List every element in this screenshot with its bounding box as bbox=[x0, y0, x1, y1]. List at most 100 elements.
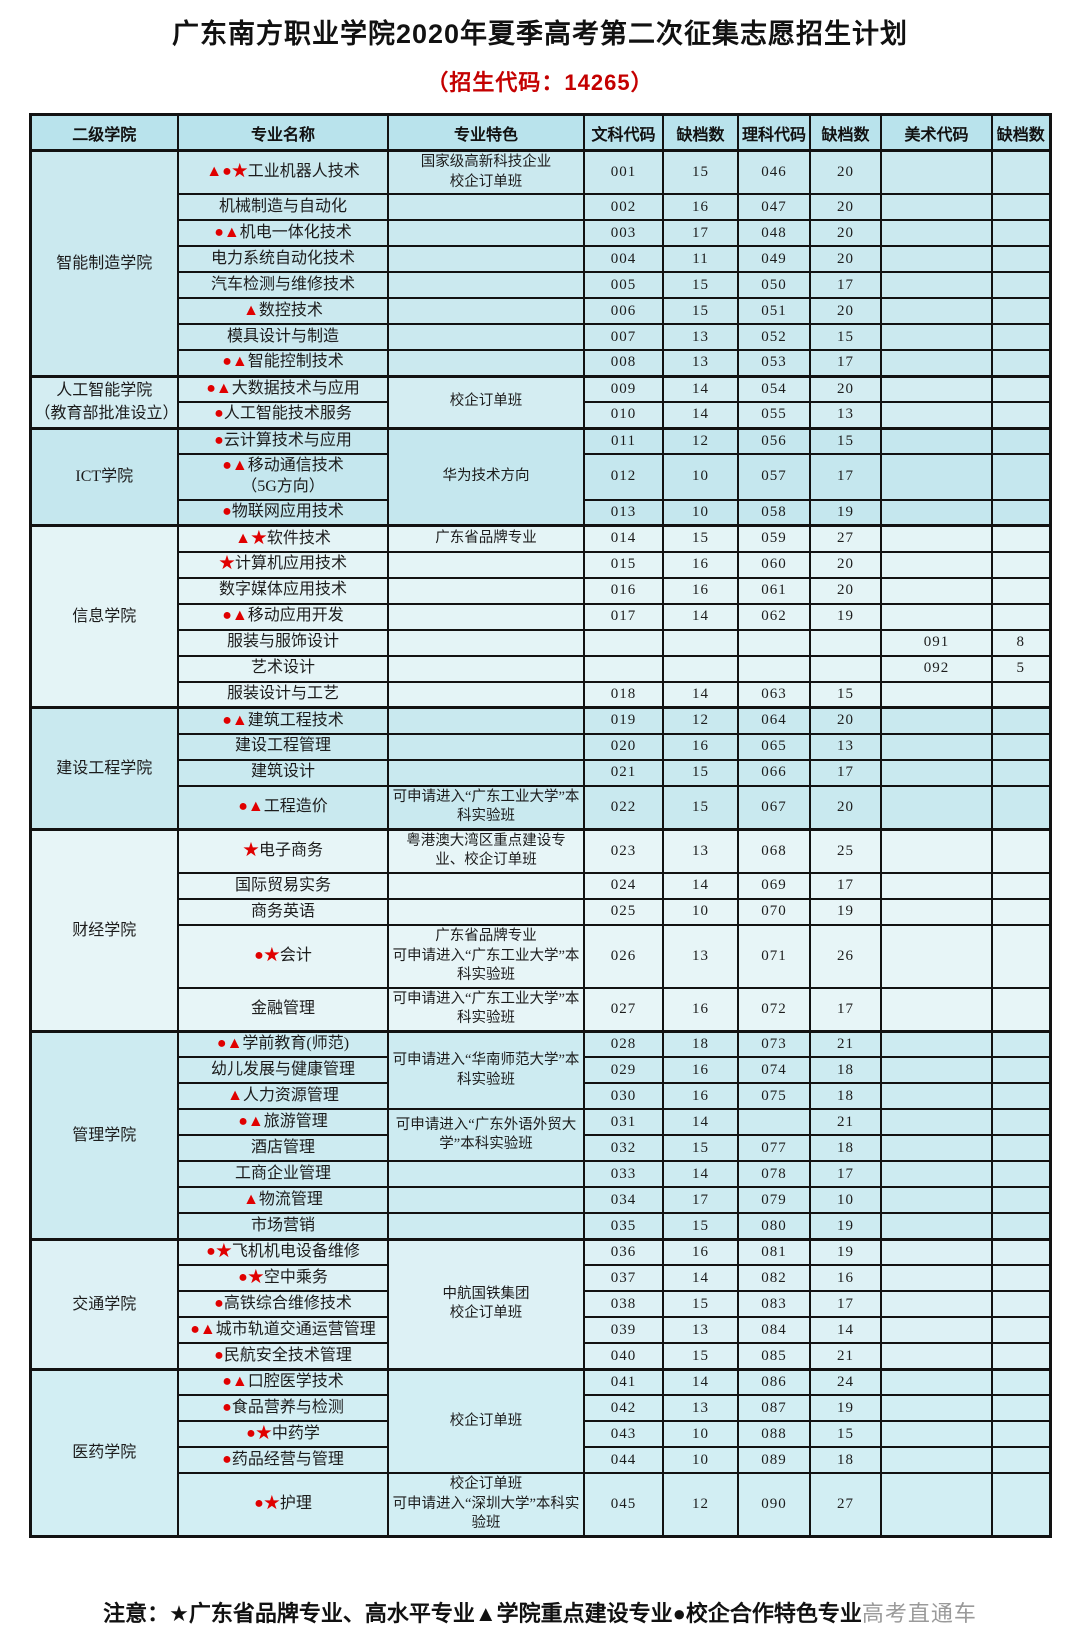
feature-cell: 可申请进入“广东工业大学”本科实验班 bbox=[387, 784, 585, 831]
science-code-cell: 068 bbox=[737, 827, 811, 874]
major-cell: ▲物流管理 bbox=[177, 1186, 389, 1215]
major-name: 云计算技术与应用 bbox=[223, 431, 352, 449]
table-row: ●高铁综合维修技术 038 15 083 17 bbox=[30, 1290, 1051, 1319]
science-code-cell: 066 bbox=[737, 758, 811, 787]
arts-shortage-cell: 15 bbox=[662, 784, 739, 831]
art-code-cell bbox=[880, 1108, 993, 1137]
page-title: 广东南方职业学院2020年夏季高考第二次征集志愿招生计划 bbox=[171, 19, 909, 49]
college-cell: 财经学院 bbox=[29, 827, 179, 1033]
major-name: 软件技术 bbox=[266, 529, 331, 547]
art-code-cell bbox=[880, 426, 993, 456]
major-cell: ●物联网应用技术 bbox=[177, 498, 389, 527]
art-shortage-cell bbox=[991, 374, 1051, 404]
art-code-cell bbox=[880, 297, 993, 326]
major-cell: ●▲城市轨道交通运营管理 bbox=[177, 1316, 389, 1345]
science-shortage-cell: 13 bbox=[809, 401, 882, 430]
arts-code-cell: 028 bbox=[583, 1029, 664, 1059]
header-row: 二级学院 专业名称 专业特色 文科代码 缺档数 理科代码 缺档数 美术代码 缺档数 bbox=[29, 113, 1051, 152]
major-cell: 酒店管理 bbox=[177, 1134, 389, 1163]
table-row: ●民航安全技术管理 040 15 085 21 bbox=[30, 1342, 1051, 1371]
arts-code-cell: 040 bbox=[583, 1342, 664, 1371]
major-symbols: ● bbox=[214, 1294, 224, 1312]
feature-cell bbox=[387, 628, 585, 657]
table-row: 电力系统自动化技术 004 11 049 20 bbox=[30, 245, 1051, 274]
science-code-cell: 049 bbox=[737, 245, 811, 274]
arts-shortage-cell: 12 bbox=[662, 706, 739, 735]
table-row: 建设工程学院 ●▲建筑工程技术 019 12 064 20 bbox=[29, 706, 1051, 831]
science-code-cell: 047 bbox=[737, 193, 811, 222]
arts-code-cell: 016 bbox=[583, 576, 664, 605]
college-name: 人工智能学院 bbox=[56, 381, 153, 399]
table-row: 幼儿发展与健康管理 029 16 074 18 bbox=[30, 1056, 1051, 1085]
major-name: 会计 bbox=[279, 946, 312, 964]
arts-code-cell: 033 bbox=[583, 1160, 664, 1189]
art-code-cell bbox=[880, 1316, 993, 1345]
science-code-cell: 079 bbox=[737, 1186, 811, 1215]
feature-cell: 可申请进入“华南师范大学”本科实验班 bbox=[387, 1029, 585, 1111]
table-row: ●药品经营与管理 044 10 089 18 bbox=[30, 1446, 1051, 1475]
art-code-cell bbox=[880, 871, 993, 900]
art-shortage-cell bbox=[991, 401, 1051, 430]
arts-shortage-cell bbox=[662, 628, 739, 657]
major-cell: 国际贸易实务 bbox=[177, 871, 389, 900]
table-row: 财经学院 ★电子商务 粤港澳大湾区重点建设专业、校企订单班 023 13 068 25 bbox=[29, 827, 1051, 1033]
arts-shortage-cell: 16 bbox=[662, 193, 739, 222]
art-code-cell bbox=[880, 498, 993, 527]
art-code-cell bbox=[880, 245, 993, 274]
major-name: 建筑工程技术 bbox=[247, 711, 344, 729]
arts-shortage-cell: 14 bbox=[662, 401, 739, 430]
major-name: 市场营销 bbox=[250, 1216, 315, 1234]
science-shortage-cell: 15 bbox=[809, 1420, 882, 1449]
arts-code-cell: 005 bbox=[583, 271, 664, 300]
major-cell: 数字媒体应用技术 bbox=[177, 576, 389, 605]
table-row: ●▲移动应用开发 017 14 062 19 bbox=[30, 602, 1051, 631]
art-code-cell bbox=[880, 1367, 993, 1397]
major-symbols: ▲ bbox=[243, 1190, 259, 1208]
arts-code-cell bbox=[583, 654, 664, 683]
arts-code-cell: 018 bbox=[583, 680, 664, 709]
arts-code-cell: 008 bbox=[583, 349, 664, 378]
major-name: 机械制造与自动化 bbox=[218, 197, 347, 215]
arts-shortage-cell: 14 bbox=[662, 1160, 739, 1189]
feature-cell bbox=[387, 550, 585, 579]
table-row: ●食品营养与检测 042 13 087 19 bbox=[30, 1394, 1051, 1423]
arts-shortage-cell: 10 bbox=[662, 1446, 739, 1475]
art-shortage-cell bbox=[991, 1029, 1051, 1059]
table-row: 管理学院 ●▲学前教育(师范) 可申请进入“华南师范大学”本科实验班 028 18 073… bbox=[29, 1029, 1051, 1241]
major-cell: ●▲口腔医学技术 bbox=[177, 1367, 389, 1397]
art-shortage-cell bbox=[991, 1316, 1051, 1345]
art-code-cell: 092 bbox=[880, 654, 993, 683]
art-code-cell bbox=[880, 758, 993, 787]
science-code-cell bbox=[737, 1108, 811, 1137]
arts-code-cell: 020 bbox=[583, 732, 664, 761]
art-shortage-cell bbox=[991, 758, 1051, 787]
major-name: 大数据技术与应用 bbox=[231, 379, 360, 397]
art-code-cell bbox=[880, 897, 993, 926]
major-cell: ▲★软件技术 bbox=[177, 524, 389, 553]
major-cell: ●★中药学 bbox=[177, 1420, 389, 1449]
major-name: 模具设计与制造 bbox=[226, 327, 339, 345]
art-shortage-cell bbox=[991, 297, 1051, 326]
art-shortage-cell bbox=[991, 680, 1051, 709]
science-shortage-cell: 21 bbox=[809, 1029, 882, 1059]
arts-code-cell: 030 bbox=[583, 1082, 664, 1111]
science-code-cell: 089 bbox=[737, 1446, 811, 1475]
feature-cell: 广东省品牌专业 可申请进入“广东工业大学”本科实验班 bbox=[387, 923, 585, 989]
college-name: 信息学院 bbox=[72, 608, 137, 626]
arts-shortage-cell: 17 bbox=[662, 1186, 739, 1215]
arts-shortage-cell: 15 bbox=[662, 1134, 739, 1163]
science-shortage-cell: 19 bbox=[809, 897, 882, 926]
table-row: ▲人力资源管理 030 16 075 18 bbox=[30, 1082, 1051, 1111]
college-name: 医药学院 bbox=[72, 1444, 137, 1462]
art-shortage-cell bbox=[991, 271, 1051, 300]
art-shortage-cell bbox=[991, 1342, 1051, 1371]
major-cell: ●▲建筑工程技术 bbox=[177, 706, 389, 735]
table-row: 金融管理 可申请进入“广东工业大学”本科实验班 027 16 072 17 bbox=[30, 986, 1051, 1033]
table-row: ●★会计 广东省品牌专业 可申请进入“广东工业大学”本科实验班 026 13 071 26 bbox=[30, 923, 1051, 989]
major-cell: 幼儿发展与健康管理 bbox=[177, 1056, 389, 1085]
major-cell: ●高铁综合维修技术 bbox=[177, 1290, 389, 1319]
art-shortage-cell bbox=[991, 349, 1051, 378]
feature-cell bbox=[387, 219, 585, 248]
science-shortage-cell: 17 bbox=[809, 758, 882, 787]
table-row: ●▲移动通信技术 （5G方向） 012 10 057 17 bbox=[30, 453, 1051, 501]
